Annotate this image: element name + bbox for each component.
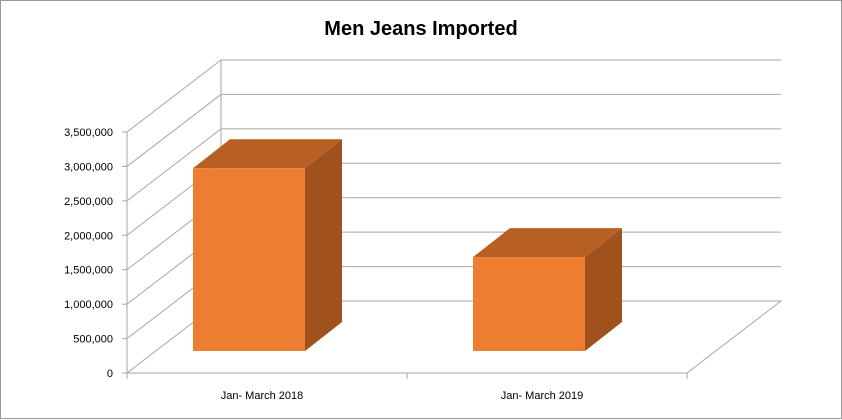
bar-side-face xyxy=(305,139,342,351)
side-gridline xyxy=(126,128,222,202)
bar-front-face xyxy=(193,168,305,351)
y-tick-label: 0 xyxy=(107,368,113,380)
bar-top-face xyxy=(473,228,622,258)
side-gridline xyxy=(126,94,222,167)
y-tick-label: 1,000,000 xyxy=(64,299,113,311)
bar xyxy=(193,139,342,351)
side-gridline xyxy=(126,59,222,133)
y-tick-label: 2,000,000 xyxy=(64,230,113,242)
y-tick-label: 3,000,000 xyxy=(64,161,113,173)
y-tick-label: 1,500,000 xyxy=(64,265,113,277)
bar-top-face xyxy=(193,139,342,169)
bar-front-face xyxy=(473,257,585,351)
chart-title: Men Jeans Imported xyxy=(324,18,517,40)
y-axis-tick-labels: 0 500,000 1,000,000 1,500,000 2,000,000 2,500… xyxy=(64,127,113,380)
x-axis-tick-labels: Jan- March 2018 Jan- March 2019 xyxy=(221,390,584,402)
bar xyxy=(473,228,622,351)
y-tick-label: 3,500,000 xyxy=(64,127,113,139)
y-tick-label: 2,500,000 xyxy=(64,196,113,208)
x-tick-label: Jan- March 2018 xyxy=(221,390,304,402)
floor-outline xyxy=(125,300,783,374)
bars xyxy=(193,139,622,351)
y-tick-label: 500,000 xyxy=(73,334,113,346)
bar-side-face xyxy=(585,228,622,351)
x-tick-label: Jan- March 2019 xyxy=(501,390,584,402)
